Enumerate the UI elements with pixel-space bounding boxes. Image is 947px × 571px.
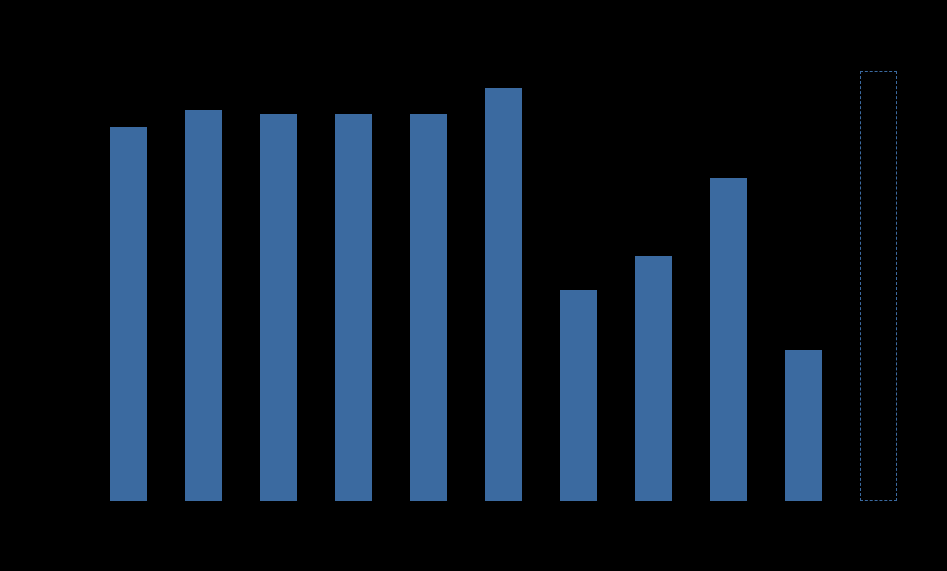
bar-solid bbox=[785, 350, 822, 501]
bar-solid bbox=[335, 114, 372, 501]
bar-solid bbox=[635, 256, 672, 501]
bar-solid bbox=[185, 110, 222, 501]
bar-solid bbox=[710, 178, 747, 501]
bar-solid bbox=[560, 290, 597, 501]
bar-solid bbox=[485, 88, 522, 501]
bar-solid bbox=[260, 114, 297, 501]
bar-solid bbox=[110, 127, 147, 501]
bar-outline bbox=[860, 71, 897, 501]
bar-chart bbox=[0, 0, 947, 571]
bar-solid bbox=[410, 114, 447, 501]
